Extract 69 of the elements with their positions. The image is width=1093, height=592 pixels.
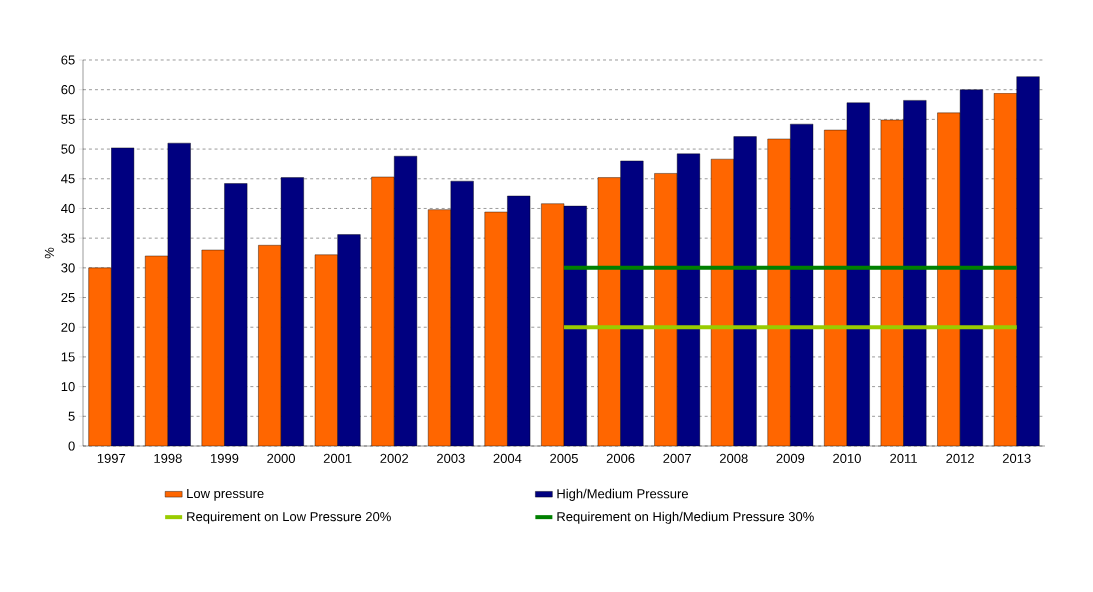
y-tick-label: 10 xyxy=(61,382,75,392)
bar xyxy=(371,176,395,446)
bar xyxy=(337,234,361,446)
x-tick-label: 2010 xyxy=(833,453,861,463)
bar xyxy=(824,130,847,446)
y-tick-label: 0 xyxy=(68,441,75,451)
bar xyxy=(541,203,564,446)
bar xyxy=(167,143,191,446)
y-tick-label: 50 xyxy=(61,144,75,154)
bar xyxy=(733,136,757,446)
bar xyxy=(224,183,248,446)
x-tick-label: 1998 xyxy=(154,453,182,463)
bar xyxy=(1016,76,1040,446)
x-tick-label: 2007 xyxy=(663,453,691,463)
x-tick-label: 2002 xyxy=(380,453,409,463)
y-tick-label: 55 xyxy=(61,114,75,124)
x-tick-label: 1997 xyxy=(97,453,126,463)
legend-label: High/Medium Pressure xyxy=(557,488,688,501)
y-tick-label: 30 xyxy=(61,263,75,273)
x-tick-label: 2009 xyxy=(776,453,805,463)
bar xyxy=(711,159,734,446)
bar xyxy=(145,255,168,446)
y-tick-label: 5 xyxy=(68,411,75,421)
bar xyxy=(597,177,621,446)
bar xyxy=(315,254,338,446)
y-tick-label: 45 xyxy=(61,174,75,184)
y-tick-label: 65 xyxy=(61,55,75,65)
bar xyxy=(993,93,1017,446)
bar xyxy=(620,160,644,446)
bar xyxy=(450,181,474,446)
bar xyxy=(88,267,112,446)
bar xyxy=(937,112,961,446)
bar xyxy=(960,89,983,446)
bar xyxy=(790,124,813,446)
x-tick-label: 2011 xyxy=(890,453,917,463)
legend-label: Requirement on Low Pressure 20% xyxy=(187,511,391,524)
bar xyxy=(767,138,791,446)
x-tick-label: 2006 xyxy=(606,453,635,463)
bar xyxy=(281,177,304,446)
legend-label: Low pressure xyxy=(187,489,264,501)
y-axis-title: % xyxy=(44,247,54,259)
x-tick-label: 2004 xyxy=(493,453,522,463)
x-tick-label: 2005 xyxy=(550,453,578,463)
bar xyxy=(677,153,700,446)
y-tick-label: 35 xyxy=(61,233,75,243)
y-tick-label: 15 xyxy=(61,352,75,362)
x-tick-label: 2008 xyxy=(719,453,748,463)
y-tick-label: 25 xyxy=(61,292,75,303)
x-tick-label: 2001 xyxy=(323,453,352,463)
bar xyxy=(484,212,508,446)
y-tick-label: 20 xyxy=(61,322,75,332)
bar xyxy=(201,250,225,446)
bar xyxy=(394,156,417,446)
x-tick-label: 2013 xyxy=(1002,453,1031,463)
y-tick-label: 60 xyxy=(61,85,75,95)
bar xyxy=(111,147,134,446)
bar xyxy=(903,100,927,446)
bar xyxy=(654,173,678,446)
x-tick-label: 2012 xyxy=(946,453,974,463)
bar xyxy=(507,195,531,446)
bar xyxy=(846,102,870,446)
bar xyxy=(880,119,904,446)
x-tick-label: 1999 xyxy=(211,453,239,463)
x-tick-label: 2003 xyxy=(437,453,465,463)
legend-label: Requirement on High/Medium Pressure 30% xyxy=(557,511,814,524)
x-tick-label: 2000 xyxy=(267,453,295,463)
bar xyxy=(428,209,451,446)
y-tick-label: 40 xyxy=(61,203,75,214)
bar xyxy=(258,245,282,446)
